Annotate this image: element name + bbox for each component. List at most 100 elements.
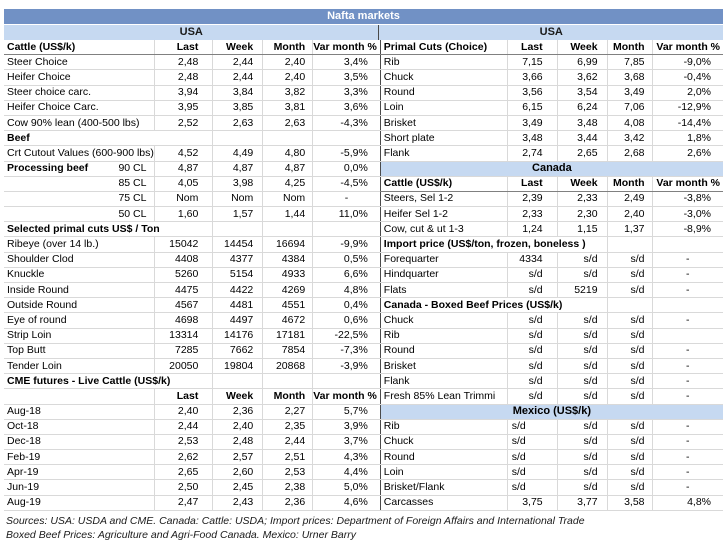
table-row: Flank 2,74 2,65 2,68 2,6% — [380, 145, 723, 162]
empty-cell — [312, 373, 380, 390]
table-row: Brisket s/d s/d s/d - — [380, 358, 723, 375]
cell-value: s/d — [607, 267, 653, 284]
report-title-bar: Nafta markets — [4, 9, 723, 24]
empty-cell — [312, 130, 380, 147]
cell-value: 7,06 — [607, 100, 653, 116]
row-sublabel: 85 CL — [118, 177, 147, 190]
cell-value: 4,8% — [312, 282, 380, 299]
cell-value: 6,99 — [557, 54, 608, 71]
row-label: Brisket — [380, 115, 508, 132]
table-row: Steer Choice 2,48 2,44 2,40 3,4% — [4, 54, 380, 71]
cell-value: 3,81 — [262, 100, 314, 116]
cell-value: 7662 — [212, 343, 264, 359]
row-label-text: Apr-19 — [7, 465, 39, 478]
row-label-text: Chuck — [383, 313, 414, 326]
section-title: Selected primal cuts US$ / Ton — [4, 221, 214, 238]
cell-value: 3,94 — [154, 85, 214, 101]
table-row: Oct-18 2,44 2,40 2,35 3,9% — [4, 419, 380, 435]
table-row: Rib s/d s/d s/d — [380, 328, 723, 344]
cell-value: 2,50 — [154, 479, 214, 496]
cell-value: Month — [262, 40, 314, 56]
cell-value: -9,0% — [652, 54, 723, 71]
cell-value: 2,47 — [154, 495, 214, 511]
cell-value: - — [652, 312, 723, 329]
table-row: Ribeye (over 14 lb.) 15042 14454 16694 -9,9% — [4, 236, 380, 253]
cell-value: s/d — [507, 328, 558, 344]
table-row: Outside Round 4567 4481 4551 0,4% — [4, 297, 380, 314]
cell-value: 4,52 — [154, 145, 214, 162]
row-label: Apr-19 — [4, 464, 156, 481]
cell-value: 4551 — [262, 297, 314, 314]
cell-value: 2,57 — [212, 449, 264, 466]
row-label: Round — [380, 85, 508, 101]
cell-value: 2,35 — [262, 419, 314, 435]
cell-value: - — [652, 282, 723, 299]
cell-value: 3,49 — [607, 85, 653, 101]
cell-value: 7854 — [262, 343, 314, 359]
cell-value: 4497 — [212, 312, 264, 329]
cell-value: 15042 — [154, 236, 214, 253]
cell-value: - — [652, 252, 723, 268]
right-table: Primal Cuts (Choice) Last Week Month Var mon… — [379, 40, 723, 511]
row-label-text: Processing beef — [7, 162, 89, 175]
section-title: CME futures - Live Cattle (US$/k) — [4, 373, 214, 390]
table-row: Flank s/d s/d s/d - — [380, 373, 723, 390]
left-table: Cattle (US$/k) Last Week Month Var month % St… — [4, 40, 380, 511]
row-label-text: Aug-19 — [7, 496, 41, 509]
row-label: Primal Cuts (Choice) — [380, 40, 508, 56]
row-label-text: Chuck — [383, 435, 414, 448]
row-label-text: Loin — [383, 465, 404, 478]
cell-value: Week — [557, 176, 608, 192]
row-label: Aug-18 — [4, 404, 156, 420]
region-band-usa-left: USA — [4, 25, 379, 40]
row-label: Rib — [380, 328, 508, 344]
cell-value: 3,4% — [312, 54, 380, 71]
cell-value: 17181 — [262, 328, 314, 344]
cell-value: Month — [607, 176, 653, 192]
table-row: Round s/d s/d s/d - — [380, 343, 723, 359]
table-row: Rib 7,15 6,99 7,85 -9,0% — [380, 54, 723, 71]
row-label: Outside Round — [4, 297, 156, 314]
cell-value: 2,63 — [262, 115, 314, 132]
row-label-text: Strip Loin — [7, 329, 52, 342]
cell-value: 2,40 — [154, 404, 214, 420]
row-label: Chuck — [380, 312, 508, 329]
region-band-label: Canada — [380, 161, 723, 177]
cell-value: 3,82 — [262, 85, 314, 101]
cell-value: 4,25 — [262, 176, 314, 192]
cell-value: -22,5% — [312, 328, 380, 344]
cell-value: 2,6% — [652, 145, 723, 162]
cell-value: 3,58 — [607, 495, 653, 511]
row-label-text: Flats — [383, 283, 407, 296]
cell-value: s/d — [507, 464, 558, 481]
row-label-text: Flank — [383, 374, 410, 387]
cell-value: 3,84 — [212, 85, 264, 101]
cell-value: 0,0% — [312, 161, 380, 177]
cell-value: -5,9% — [312, 145, 380, 162]
table-row: 85 CL 4,05 3,98 4,25 -4,5% — [4, 176, 380, 192]
cell-value: 4,3% — [312, 449, 380, 466]
cell-value: s/d — [607, 419, 653, 435]
cell-value: 3,98 — [212, 176, 264, 192]
row-label: Steer Choice — [4, 54, 156, 71]
table-row: Carcasses 3,75 3,77 3,58 4,8% — [380, 495, 723, 511]
row-label: Feb-19 — [4, 449, 156, 466]
cell-value: s/d — [507, 282, 558, 299]
cell-value: 3,62 — [557, 69, 608, 86]
row-label-text: Eye of round — [7, 313, 67, 326]
cell-value: 4408 — [154, 252, 214, 268]
cell-value: 3,5% — [312, 69, 380, 86]
row-label: Brisket/Flank — [380, 479, 508, 496]
row-label: Tender Loin — [4, 358, 156, 375]
cell-value: s/d — [507, 312, 558, 329]
page-title: Nafta markets — [327, 10, 400, 22]
row-label: Cattle (US$/k) — [380, 176, 508, 192]
empty-cell — [607, 297, 653, 314]
row-label-text: Cow 90% lean (400-500 lbs) — [7, 116, 140, 129]
table-row: Canada - Boxed Beef Prices (US$/k) — [380, 297, 723, 314]
cell-value: 2,43 — [212, 495, 264, 511]
cell-value: Last — [507, 176, 558, 192]
cell-value: 20868 — [262, 358, 314, 375]
cell-value: s/d — [607, 343, 653, 359]
table-row: Fresh 85% Lean Trimmi s/d s/d s/d - — [380, 388, 723, 405]
